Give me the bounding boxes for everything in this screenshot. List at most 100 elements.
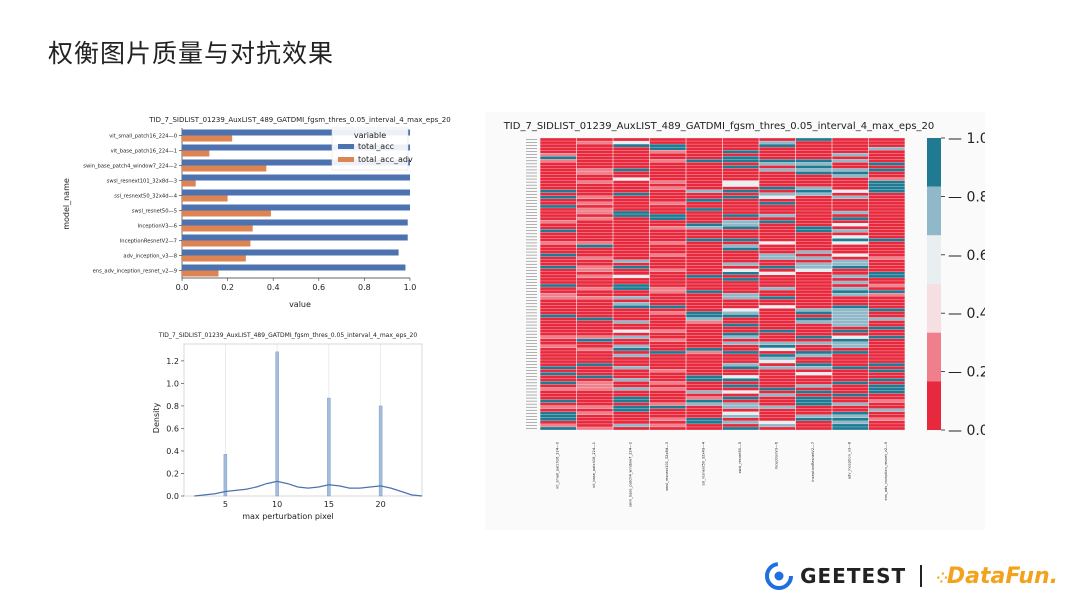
heatmap-column-label: adv_inception_v3—8 [847, 441, 851, 479]
colorbar-segment [927, 332, 941, 382]
heatmap-cell [576, 366, 613, 370]
bar-total-acc-adv [182, 135, 233, 142]
heatmap-cell [832, 381, 869, 385]
heatmap-cell [576, 202, 613, 205]
heatmap-cell [576, 156, 613, 160]
bar-total-acc [182, 249, 399, 256]
heatmap-cell [832, 317, 869, 321]
heatmap-cell [649, 344, 686, 348]
colorbar-tick-label: — 0.4 [948, 306, 985, 322]
heatmap-cell [613, 329, 650, 333]
heatmap-cell [795, 238, 832, 242]
heatmap-cell [868, 147, 905, 151]
heatmap-cell [649, 314, 686, 318]
heatmap-cell [795, 354, 832, 357]
heatmap-cell [868, 357, 905, 360]
heatmap-cell [686, 351, 723, 354]
heatmap-cell [759, 396, 796, 400]
heatmap-cell [722, 275, 759, 278]
heatmap-cell [540, 183, 577, 187]
heatmap-cell [722, 247, 759, 251]
heatmap-cell [832, 177, 869, 181]
heatmap-cell [649, 226, 686, 230]
heatmap-cell [795, 363, 832, 366]
heatmap-cell [613, 414, 650, 418]
heatmap-cell [868, 332, 905, 336]
bar-total-acc [182, 129, 410, 136]
heatmap-cell [759, 259, 796, 263]
bar-total-acc [182, 204, 410, 211]
heatmap-cell [686, 299, 723, 303]
heatmap-cell [868, 290, 905, 293]
heatmap-cell [722, 180, 759, 184]
heatmap-cell [540, 363, 577, 366]
heatmap-cell [759, 411, 796, 415]
heatmap-cell [540, 165, 577, 169]
heatmap-cell [540, 290, 577, 293]
heatmap-cell [795, 302, 832, 306]
density-y-tick-label: 0.8 [166, 402, 179, 411]
heatmap-cell [832, 375, 869, 379]
heatmap-cell [795, 375, 832, 379]
bar-category-label: adv_inception_v3—8 [123, 254, 177, 260]
heatmap-cell [795, 320, 832, 324]
density-x-tick-label: 5 [223, 500, 228, 509]
heatmap-cell [686, 287, 723, 290]
heatmap-cell [795, 284, 832, 287]
heatmap-cell [613, 238, 650, 242]
density-kde-line [194, 480, 423, 497]
heatmap-cell [722, 235, 759, 239]
heatmap-cell [868, 217, 905, 220]
logo-separator [920, 565, 923, 587]
heatmap-cell [759, 399, 796, 403]
heatmap-cell [722, 223, 759, 227]
heatmap-cell [868, 326, 905, 330]
heatmap-cell [868, 265, 905, 269]
heatmap-cell [795, 189, 832, 193]
heatmap-cell [795, 287, 832, 290]
heatmap-cell [649, 192, 686, 196]
heatmap-cell [540, 369, 577, 373]
heatmap-cell [576, 408, 613, 412]
heatmap-cell [795, 427, 832, 430]
heatmap-cell [649, 323, 686, 327]
heatmap-cell [759, 253, 796, 257]
heatmap-cell [540, 186, 577, 190]
heatmap-cell [868, 253, 905, 257]
density-x-tick-label: 15 [324, 500, 334, 509]
heatmap-cell [722, 150, 759, 154]
heatmap-cell [722, 256, 759, 260]
footer-logos: GEETEST ⁘DataFun. [764, 558, 1058, 594]
bar-total-acc [182, 189, 410, 196]
heatmap-cell [576, 229, 613, 233]
heatmap-cell [832, 174, 869, 178]
heatmap-cell [649, 208, 686, 211]
heatmap-cell [686, 323, 723, 327]
density-chart-plot: 5 10 15 20 0.0 0.2 0.4 0.6 0.8 1.0 1.2 [166, 343, 423, 509]
heatmap-cell [722, 405, 759, 409]
heatmap-cell [722, 141, 759, 144]
heatmap-cell [868, 223, 905, 227]
heatmap-cell [868, 369, 905, 373]
heatmap-cell [759, 214, 796, 217]
heatmap-cell [686, 387, 723, 391]
heatmap-cell [795, 308, 832, 312]
heatmap-cell [722, 144, 759, 147]
heatmap-cell [540, 275, 577, 278]
heatmap-cell [832, 414, 869, 418]
heatmap-cell [832, 335, 869, 339]
heatmap-cell [540, 348, 577, 351]
heatmap-cell [868, 205, 905, 208]
heatmap-cell [576, 372, 613, 376]
heatmap-column-label: InceptionResnetV2—7 [811, 442, 815, 482]
heatmap-cell [686, 411, 723, 415]
heatmap-cell [576, 265, 613, 269]
heatmap-cell [832, 250, 869, 254]
heatmap-cell [649, 247, 686, 251]
heatmap-cell [722, 156, 759, 160]
heatmap-cell [795, 168, 832, 172]
heatmap-cell [613, 174, 650, 178]
heatmap-cell [832, 147, 869, 151]
heatmap-cell [868, 378, 905, 382]
heatmap-cell [759, 171, 796, 175]
